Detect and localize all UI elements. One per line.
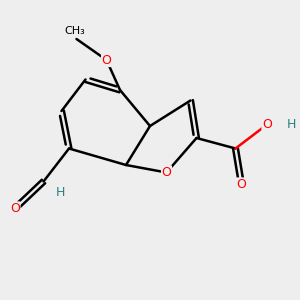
Text: O: O [102, 53, 111, 67]
Text: O: O [10, 202, 20, 215]
Text: H: H [56, 185, 65, 199]
Text: CH₃: CH₃ [64, 26, 86, 36]
Text: O: O [262, 118, 272, 131]
Text: O: O [237, 178, 246, 191]
Text: O: O [162, 166, 171, 179]
Text: H: H [286, 118, 296, 131]
